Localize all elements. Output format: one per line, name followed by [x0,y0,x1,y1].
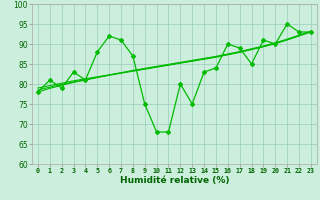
X-axis label: Humidité relative (%): Humidité relative (%) [120,176,229,185]
